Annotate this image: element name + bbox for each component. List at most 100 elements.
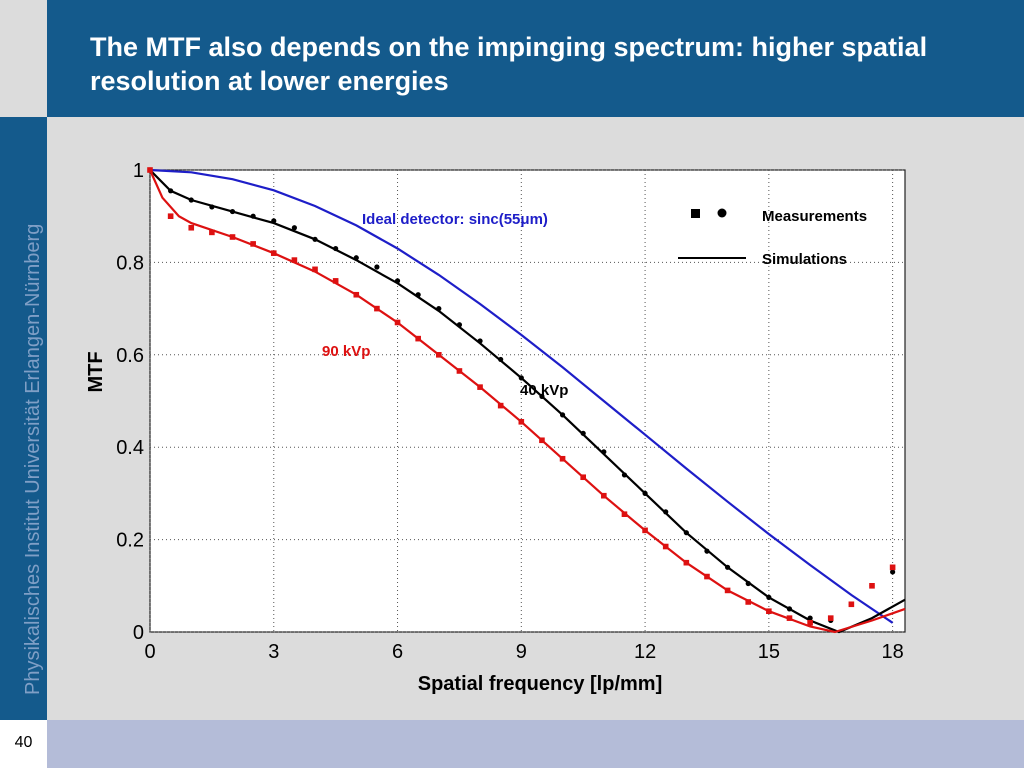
data-point-40kvp: [786, 606, 793, 612]
data-point-90kvp: [374, 305, 380, 312]
data-point-90kvp: [642, 527, 648, 534]
footer-bar: [47, 720, 1024, 768]
y-tick-labels: 0 0.2 0.4 0.6 0.8 1: [116, 160, 144, 644]
data-point-90kvp: [415, 335, 421, 342]
series-line-ideal-detector-sinc-55-m-: [149, 168, 894, 624]
data-point-40kvp: [601, 449, 607, 455]
slide-title: The MTF also depends on the impinging sp…: [90, 32, 928, 96]
data-point-90kvp: [827, 615, 834, 621]
data-point-90kvp: [601, 492, 607, 499]
data-point-40kvp: [456, 322, 463, 328]
y-tick-label: 1: [133, 160, 144, 182]
data-point-90kvp: [167, 213, 174, 219]
data-point-90kvp: [147, 167, 153, 173]
data-point-40kvp: [683, 530, 689, 536]
data-point-40kvp: [168, 188, 174, 194]
data-point-40kvp: [250, 213, 256, 219]
data-point-40kvp: [704, 548, 710, 554]
legend-simulations: Simulations: [762, 251, 847, 268]
data-point-90kvp: [518, 418, 525, 425]
x-tick-labels: 0 3 6 9 12 15 18: [144, 641, 903, 663]
data-point-90kvp: [662, 543, 669, 550]
data-point-40kvp: [291, 225, 297, 231]
data-point-40kvp: [621, 472, 628, 478]
data-point-90kvp: [435, 352, 442, 358]
data-point-40kvp: [890, 569, 896, 575]
data-point-40kvp: [559, 412, 566, 418]
y-tick-label: 0.2: [116, 530, 144, 552]
y-axis-label: MTF: [85, 351, 107, 392]
y-tick-label: 0.6: [116, 345, 144, 367]
data-point-90kvp: [683, 559, 690, 566]
data-point-40kvp: [745, 580, 751, 587]
data-point-90kvp: [766, 608, 772, 615]
legend-measurements: Measurements: [762, 208, 867, 225]
data-point-90kvp: [229, 234, 236, 240]
data-point-40kvp: [642, 490, 648, 496]
data-point-40kvp: [580, 430, 586, 436]
x-axis-label: Spatial frequency [lp/mm]: [418, 673, 663, 695]
data-point-90kvp: [497, 402, 504, 409]
data-point-40kvp: [353, 255, 359, 261]
data-point-90kvp: [477, 384, 483, 390]
sidebar-bar: [0, 117, 47, 720]
data-point-90kvp: [456, 368, 463, 374]
data-point-90kvp: [786, 615, 793, 621]
data-point-90kvp: [270, 250, 277, 256]
data-point-90kvp: [209, 229, 215, 236]
points-layer: [147, 167, 896, 626]
x-tick-label: 9: [516, 641, 527, 663]
data-point-40kvp: [663, 509, 669, 515]
x-tick-label: 18: [881, 641, 903, 663]
data-point-90kvp: [869, 583, 875, 589]
x-tick-label: 0: [144, 641, 155, 663]
data-point-40kvp: [374, 264, 380, 270]
data-point-40kvp: [724, 564, 731, 570]
y-tick-label: 0: [133, 622, 144, 644]
data-point-90kvp: [559, 455, 566, 462]
data-point-40kvp: [539, 393, 545, 399]
legend-square-marker: [691, 209, 700, 218]
data-point-90kvp: [332, 278, 339, 284]
kvp90-annotation: 90 kVp: [322, 343, 370, 360]
header-bar: [47, 0, 1024, 117]
data-point-90kvp: [745, 599, 752, 605]
data-point-40kvp: [229, 208, 236, 215]
data-point-90kvp: [848, 601, 855, 608]
data-point-40kvp: [312, 236, 318, 242]
data-point-90kvp: [807, 619, 813, 626]
legend-circle-marker: [717, 208, 727, 218]
data-point-90kvp: [539, 437, 545, 444]
data-point-90kvp: [394, 319, 401, 326]
data-point-40kvp: [477, 338, 483, 344]
page-number-box: [0, 720, 47, 768]
data-point-90kvp: [704, 573, 710, 580]
ideal-annotation: Ideal detector: sinc(55μm): [362, 211, 548, 228]
data-point-40kvp: [807, 615, 813, 621]
data-point-40kvp: [518, 375, 524, 381]
x-tick-label: 12: [634, 641, 656, 663]
kvp40-annotation: 40 kVp: [520, 382, 568, 399]
data-point-40kvp: [333, 245, 339, 252]
data-point-90kvp: [353, 291, 360, 298]
x-tick-label: 3: [268, 641, 279, 663]
data-point-90kvp: [250, 241, 256, 247]
data-point-40kvp: [394, 278, 401, 284]
y-tick-label: 0.4: [116, 437, 144, 459]
plot-area: [149, 169, 906, 633]
data-point-40kvp: [415, 292, 421, 298]
data-point-40kvp: [209, 204, 215, 210]
data-point-40kvp: [271, 218, 277, 224]
x-tick-label: 15: [758, 641, 780, 663]
y-tick-label: 0.8: [116, 252, 144, 274]
data-point-90kvp: [621, 511, 628, 517]
page-number: 40: [14, 734, 33, 751]
data-point-90kvp: [889, 564, 896, 571]
x-tick-label: 6: [392, 641, 403, 663]
grid-lines: [149, 169, 905, 633]
data-point-90kvp: [724, 587, 731, 594]
header-corner: [0, 0, 47, 117]
data-point-90kvp: [188, 224, 195, 231]
data-point-40kvp: [766, 594, 772, 600]
